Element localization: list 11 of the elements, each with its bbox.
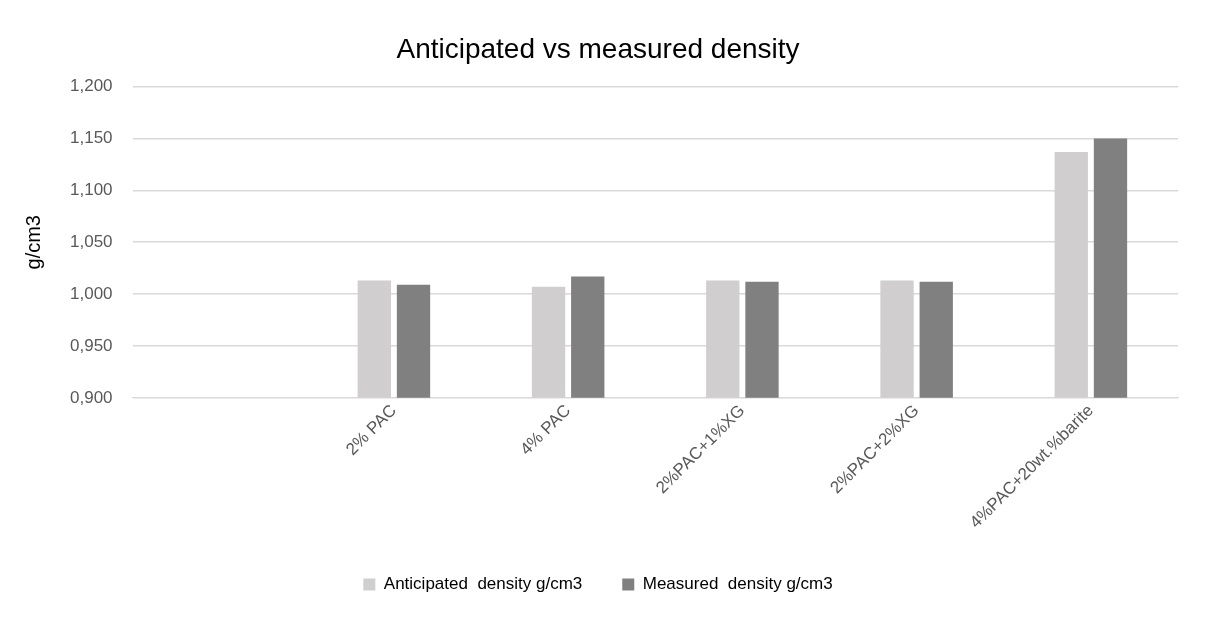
y-tick-label: 1,050 [69,231,113,251]
y-axis-title: g/cm3 [21,215,44,270]
y-tick-label: 0,950 [69,335,113,355]
y-tick-label: 1,200 [69,76,113,96]
legend-label: Anticipated density g/cm3 [383,574,583,594]
chart-title: Anticipated vs measured density [396,32,800,64]
y-tick-label: 1,150 [69,128,113,148]
y-tick-label: 1,100 [69,180,113,200]
legend-label: Measured density g/cm3 [642,574,833,594]
y-tick-label: 1,000 [69,283,113,303]
y-tick-label: 0,900 [69,387,113,407]
